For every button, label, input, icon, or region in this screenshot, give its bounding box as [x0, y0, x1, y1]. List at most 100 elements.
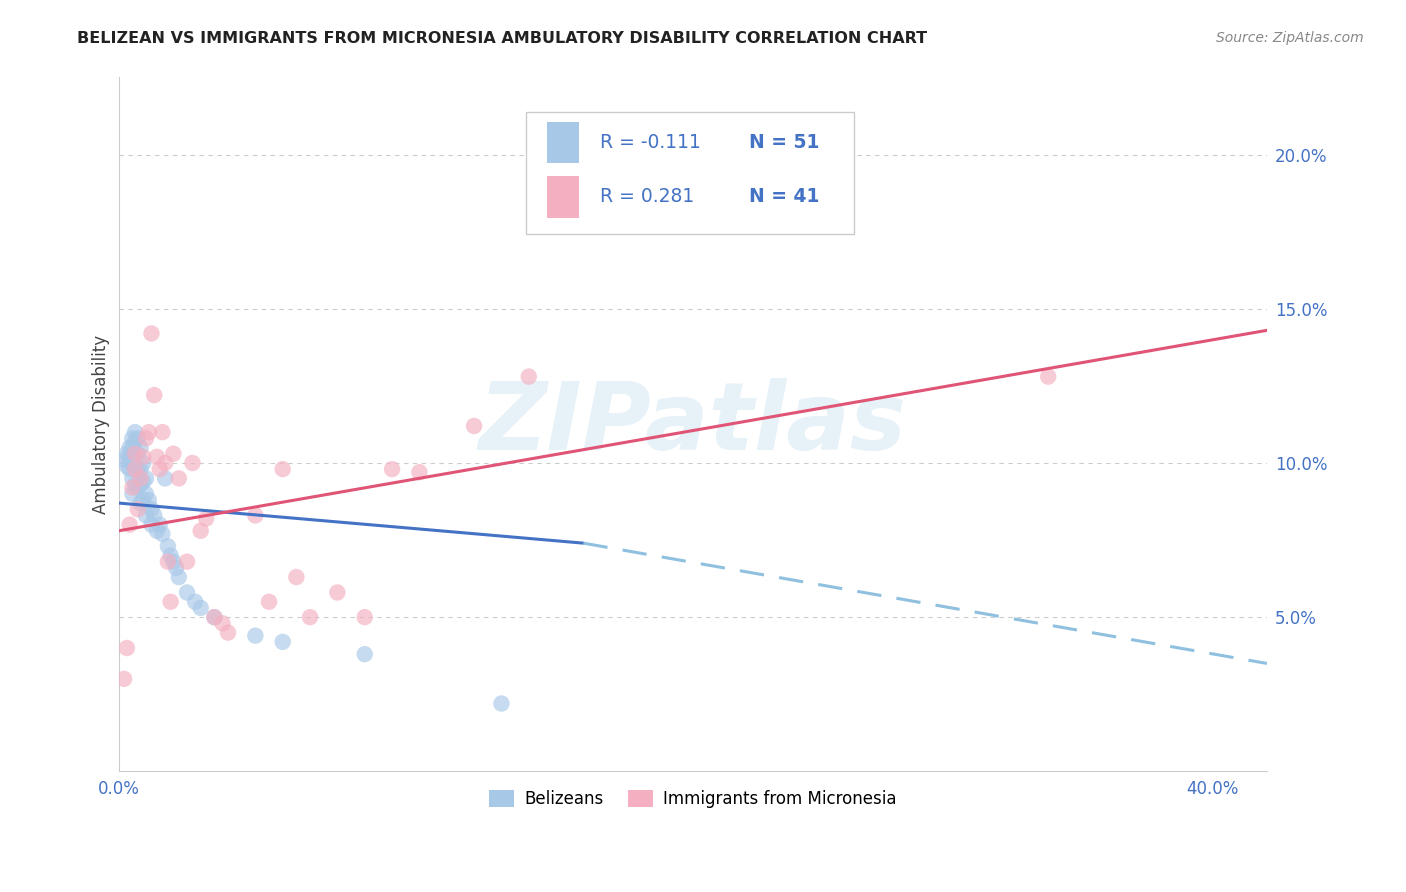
- Point: [121, 431, 143, 445]
- Point: [124, 447, 146, 461]
- Point: [156, 555, 179, 569]
- Point: [121, 471, 143, 485]
- Point: [156, 539, 179, 553]
- Point: [135, 431, 157, 445]
- Point: [112, 672, 135, 686]
- Point: [129, 496, 152, 510]
- Point: [159, 549, 181, 563]
- Point: [285, 570, 308, 584]
- Y-axis label: Ambulatory Disability: Ambulatory Disability: [93, 334, 110, 514]
- Point: [153, 471, 176, 485]
- Bar: [547, 121, 579, 163]
- Point: [326, 585, 349, 599]
- Point: [381, 462, 404, 476]
- Point: [353, 610, 375, 624]
- Point: [176, 585, 198, 599]
- Point: [162, 555, 184, 569]
- Point: [184, 595, 207, 609]
- Point: [132, 450, 155, 464]
- Point: [271, 635, 294, 649]
- Text: R = -0.111: R = -0.111: [600, 133, 700, 152]
- Point: [167, 471, 190, 485]
- Text: N = 41: N = 41: [749, 187, 820, 206]
- Point: [121, 487, 143, 501]
- Text: ZIPatlas: ZIPatlas: [478, 378, 907, 470]
- Point: [127, 462, 149, 476]
- Point: [149, 517, 172, 532]
- Point: [159, 595, 181, 609]
- Point: [121, 481, 143, 495]
- Point: [118, 441, 141, 455]
- Point: [124, 477, 146, 491]
- Point: [217, 625, 239, 640]
- Point: [152, 425, 174, 439]
- Point: [463, 419, 485, 434]
- Point: [141, 517, 163, 532]
- Point: [299, 610, 322, 624]
- Point: [115, 447, 138, 461]
- Point: [135, 471, 157, 485]
- Point: [176, 555, 198, 569]
- Point: [115, 640, 138, 655]
- Point: [149, 462, 172, 476]
- FancyBboxPatch shape: [526, 112, 853, 234]
- Point: [141, 502, 163, 516]
- Point: [129, 441, 152, 455]
- Point: [129, 462, 152, 476]
- Point: [138, 425, 160, 439]
- Point: [121, 441, 143, 455]
- Text: R = 0.281: R = 0.281: [600, 187, 695, 206]
- Point: [127, 502, 149, 516]
- Point: [124, 462, 146, 476]
- Point: [181, 456, 204, 470]
- Point: [491, 697, 513, 711]
- Point: [118, 450, 141, 464]
- Point: [599, 172, 621, 186]
- Point: [152, 527, 174, 541]
- Point: [202, 610, 225, 624]
- Point: [153, 456, 176, 470]
- Point: [124, 447, 146, 461]
- Point: [135, 487, 157, 501]
- Point: [121, 456, 143, 470]
- Text: N = 51: N = 51: [749, 133, 820, 152]
- Point: [408, 465, 430, 479]
- Point: [211, 616, 233, 631]
- Point: [245, 508, 267, 523]
- Point: [146, 524, 169, 538]
- Point: [132, 493, 155, 508]
- Point: [190, 601, 212, 615]
- Point: [202, 610, 225, 624]
- Point: [271, 462, 294, 476]
- Point: [1038, 369, 1060, 384]
- Point: [195, 511, 218, 525]
- Point: [517, 369, 540, 384]
- Text: Source: ZipAtlas.com: Source: ZipAtlas.com: [1216, 31, 1364, 45]
- Point: [112, 453, 135, 467]
- Point: [167, 570, 190, 584]
- Point: [138, 493, 160, 508]
- Point: [141, 326, 163, 341]
- Point: [146, 450, 169, 464]
- Point: [127, 447, 149, 461]
- Point: [143, 388, 166, 402]
- Point: [257, 595, 280, 609]
- Bar: [547, 176, 579, 218]
- Point: [132, 456, 155, 470]
- Point: [135, 508, 157, 523]
- Point: [127, 481, 149, 495]
- Point: [129, 471, 152, 485]
- Text: BELIZEAN VS IMMIGRANTS FROM MICRONESIA AMBULATORY DISABILITY CORRELATION CHART: BELIZEAN VS IMMIGRANTS FROM MICRONESIA A…: [77, 31, 928, 46]
- Point: [129, 477, 152, 491]
- Point: [124, 425, 146, 439]
- Point: [124, 434, 146, 449]
- Point: [132, 475, 155, 489]
- Point: [118, 462, 141, 476]
- Point: [162, 447, 184, 461]
- Point: [115, 458, 138, 473]
- Point: [124, 462, 146, 476]
- Point: [190, 524, 212, 538]
- Legend: Belizeans, Immigrants from Micronesia: Belizeans, Immigrants from Micronesia: [482, 783, 903, 815]
- Point: [127, 431, 149, 445]
- Point: [353, 647, 375, 661]
